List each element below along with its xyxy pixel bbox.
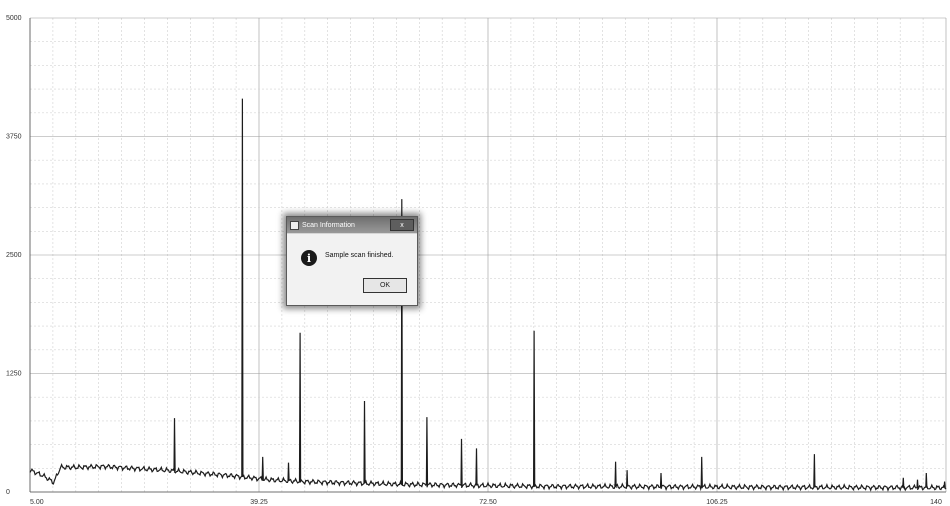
info-icon: i	[301, 250, 317, 266]
scan-information-dialog: Scan Information x i Sample scan finishe…	[286, 216, 418, 306]
x-tick-label: 106.25	[706, 499, 728, 506]
x-tick-label: 5.00	[30, 499, 44, 506]
ok-button[interactable]: OK	[363, 278, 407, 293]
y-tick-label: 0	[6, 489, 10, 496]
y-tick-label: 2500	[6, 252, 22, 259]
dialog-message: Sample scan finished.	[325, 252, 394, 259]
y-tick-label: 5000	[6, 15, 22, 22]
dialog-title-bar[interactable]: Scan Information x	[287, 217, 417, 233]
y-tick-label: 3750	[6, 134, 22, 141]
x-tick-label: 39.25	[250, 499, 268, 506]
dialog-body: i Sample scan finished. OK	[287, 234, 417, 305]
x-axis-ticks: 5.00 39.25 72.50 106.25 140	[30, 499, 942, 506]
x-tick-label: 140	[930, 499, 942, 506]
spectrum-line	[29, 98, 947, 492]
y-axis-ticks: 0 1250 2500 3750 5000	[6, 15, 22, 496]
chart-grid	[29, 17, 947, 493]
app-icon	[290, 220, 299, 230]
y-tick-label: 1250	[6, 371, 22, 378]
close-button[interactable]: x	[390, 219, 414, 231]
dialog-title: Scan Information	[302, 221, 355, 229]
x-tick-label: 72.50	[479, 499, 497, 506]
